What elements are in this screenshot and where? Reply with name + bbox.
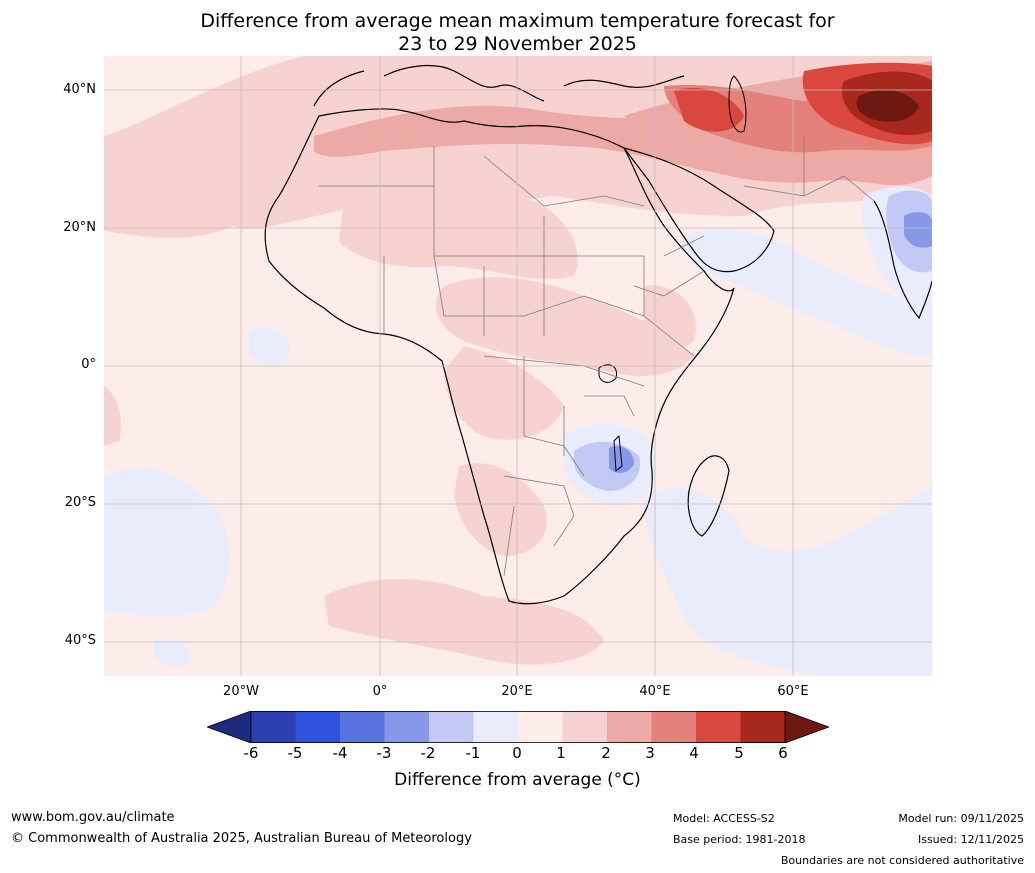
colorbar-tick: -2: [420, 744, 436, 762]
anomaly-zone-warm-congo: [444, 346, 564, 440]
anomaly-zone-coolest-india: [904, 212, 932, 248]
lon-label-20e: 20°E: [501, 684, 533, 699]
anomaly-zone-warm-south: [454, 463, 547, 556]
colorbar-segment: [251, 711, 296, 743]
colorbar-tick: -4: [332, 744, 348, 762]
anomaly-zone-warm-ocean-south: [324, 579, 604, 665]
footer-model-run: Model run: 09/11/2025: [898, 812, 1024, 825]
anomaly-zone-cool-atlantic-small: [249, 327, 290, 366]
title-line-1: Difference from average mean maximum tem…: [200, 10, 835, 32]
footer-base-period: Base period: 1981-2018: [673, 833, 806, 846]
colorbar-segment: [429, 711, 474, 743]
colorbar-tick: -6: [243, 744, 259, 762]
colorbar-tick: -1: [465, 744, 481, 762]
lon-label-40e: 40°E: [639, 684, 671, 699]
colorbar-segment: [740, 711, 786, 743]
colorbar-tick: 2: [601, 744, 611, 762]
anomaly-zone-extreme-hot: [856, 89, 919, 122]
anomaly-zone-cool-atlantic-south: [104, 467, 229, 616]
footer-website: www.bom.gov.au/climate: [11, 810, 175, 825]
colorbar-segment: [607, 711, 652, 743]
anomaly-zone-warm-sahel: [435, 277, 694, 376]
colorbar-tick: 5: [734, 744, 744, 762]
lat-label-20n: 20°N: [63, 220, 96, 235]
colorbar-segment: [518, 711, 563, 743]
anomaly-zone-warm-west-coast: [104, 386, 121, 446]
anomaly-zone-hot-1: [674, 87, 744, 132]
title-line-2: 23 to 29 November 2025: [398, 33, 637, 55]
lon-label-20w: 20°W: [223, 684, 259, 699]
caspian-sea-outline: [728, 75, 747, 133]
anomaly-zone-warm-horn: [644, 285, 696, 349]
colorbar-tick: 3: [645, 744, 655, 762]
colorbar-tick: -3: [376, 744, 392, 762]
lon-label-0: 0°: [372, 684, 388, 699]
forecast-map: [104, 56, 932, 676]
lon-label-60e: 60°E: [777, 684, 809, 699]
colorbar-tick: 1: [556, 744, 566, 762]
colorbar: [207, 711, 829, 743]
colorbar-extend-high: [784, 711, 829, 743]
graticule: [104, 56, 932, 676]
india-outline: [873, 200, 932, 320]
anomaly-zone-cool-arabian-sea: [680, 228, 932, 356]
colorbar-frame: [250, 711, 786, 743]
footer-issued: Issued: 12/11/2025: [917, 833, 1024, 846]
footer-disclaimer: Boundaries are not considered authoritat…: [780, 854, 1024, 867]
colorbar-segment: [295, 711, 341, 743]
lake-victoria: [598, 364, 618, 383]
footer-model: Model: ACCESS-S2: [673, 812, 775, 825]
anomaly-zone-warm-sahara: [339, 182, 578, 279]
europe-coastline: [313, 65, 685, 107]
colorbar-segment: [651, 711, 697, 743]
lat-label-20s: 20°S: [64, 495, 96, 510]
colorbar-tick: 4: [689, 744, 699, 762]
colorbar-segment: [340, 711, 385, 743]
anomaly-zone-cool-small-south: [154, 638, 190, 667]
colorbar-extend-low: [207, 711, 252, 743]
madagascar-outline: [687, 455, 730, 537]
lat-label-0: 0°: [81, 357, 96, 372]
colorbar-tick: 6: [778, 744, 788, 762]
africa-coastline: [264, 108, 735, 605]
colorbar-segment: [473, 711, 519, 743]
footer-copyright: © Commonwealth of Australia 2025, Austra…: [11, 831, 472, 846]
colorbar-segment: [562, 711, 608, 743]
anomaly-zone-cool-indian-ocean: [644, 486, 932, 676]
colorbar-label: Difference from average (°C): [394, 770, 641, 790]
colorbar-segment: [384, 711, 430, 743]
colorbar-segment: [696, 711, 741, 743]
colorbar-tick: -5: [287, 744, 303, 762]
lat-label-40n: 40°N: [63, 82, 96, 97]
lake-malawi: [613, 434, 623, 473]
arabia-outline: [622, 146, 775, 273]
lat-label-40s: 40°S: [64, 633, 96, 648]
colorbar-tick: 0: [512, 744, 522, 762]
map-title: Difference from average mean maximum tem…: [0, 10, 1035, 56]
